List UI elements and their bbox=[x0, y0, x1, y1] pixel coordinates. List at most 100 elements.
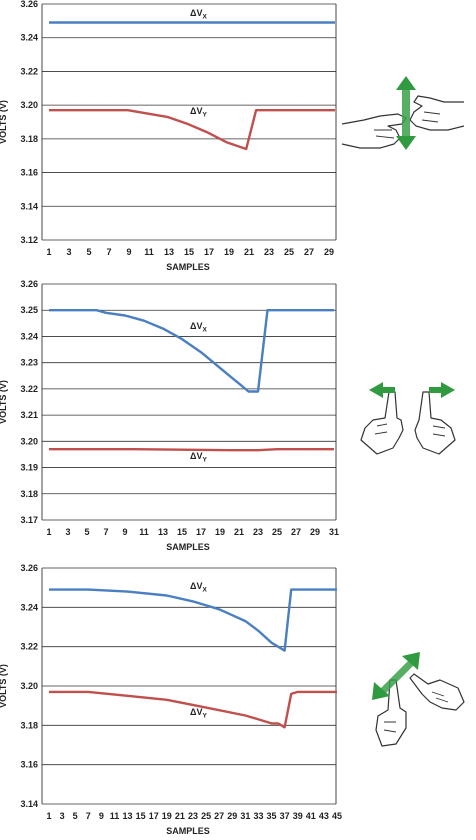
x-tick-label: 7 bbox=[106, 247, 111, 257]
series-label: ΔVX bbox=[190, 321, 207, 334]
x-tick-label: 43 bbox=[319, 811, 329, 821]
x-tick-label: 5 bbox=[84, 527, 89, 537]
chart-panel-3: 3.263.243.223.203.183.163.141 3 5 7 9 11 13 15 1… bbox=[0, 563, 342, 836]
x-tick-label: 15 bbox=[184, 247, 194, 257]
series-label: ΔVX bbox=[190, 581, 207, 594]
series-line-dvy bbox=[49, 690, 337, 729]
y-tick-label: 3.21 bbox=[20, 410, 38, 420]
y-tick-label: 3.25 bbox=[20, 305, 38, 315]
series-label: ΔVY bbox=[190, 707, 207, 720]
x-tick-label: 21 bbox=[244, 247, 254, 257]
series-label: ΔVX bbox=[190, 8, 207, 21]
x-tick-label: 29 bbox=[227, 811, 237, 821]
x-tick-label: 37 bbox=[280, 811, 290, 821]
y-tick-label: 3.14 bbox=[20, 201, 38, 211]
x-tick-label: 23 bbox=[253, 527, 263, 537]
y-tick-label: 3.16 bbox=[20, 168, 38, 178]
x-tick-label: 7 bbox=[103, 527, 108, 537]
x-tick-label: 17 bbox=[204, 247, 214, 257]
x-axis-label: SAMPLES bbox=[166, 262, 210, 272]
y-axis-label: VOLTS (V) bbox=[0, 380, 8, 424]
x-tick-label: 5 bbox=[86, 247, 91, 257]
y-tick-label: 3.22 bbox=[20, 66, 38, 76]
x-tick-label: 3 bbox=[65, 527, 70, 537]
x-tick-label: 11 bbox=[110, 811, 120, 821]
x-tick-label: 3 bbox=[60, 811, 65, 821]
x-tick-label: 13 bbox=[164, 247, 174, 257]
chart-panel-2: 3.26 3.25 3.24 3.23 3.22 3.21 3.20 3.19 3.18 3.17… bbox=[0, 279, 339, 552]
x-tick-label: 39 bbox=[293, 811, 303, 821]
series-line-dvy bbox=[49, 108, 335, 151]
y-tick-label: 3.23 bbox=[20, 358, 38, 368]
x-tick-label: 25 bbox=[272, 527, 282, 537]
x-tick-label: 15 bbox=[177, 527, 187, 537]
x-tick-label: 31 bbox=[329, 527, 339, 537]
y-tick-label: 3.18 bbox=[20, 134, 38, 144]
y-tick-label: 3.26 bbox=[20, 0, 38, 9]
y-tick-label: 3.20 bbox=[20, 100, 38, 110]
x-tick-label: 19 bbox=[215, 527, 225, 537]
x-tick-label: 5 bbox=[73, 811, 78, 821]
x-tick-label: 27 bbox=[291, 527, 301, 537]
x-axis-label: SAMPLES bbox=[166, 826, 210, 836]
x-tick-label: 15 bbox=[136, 811, 146, 821]
y-axis-label: VOLTS (V) bbox=[0, 100, 8, 144]
x-tick-label: 9 bbox=[126, 247, 131, 257]
x-tick-label: 19 bbox=[162, 811, 172, 821]
x-tick-label: 29 bbox=[324, 247, 334, 257]
x-tick-label: 45 bbox=[332, 811, 342, 821]
x-tick-label: 19 bbox=[224, 247, 234, 257]
x-tick-label: 41 bbox=[306, 811, 316, 821]
series-line-dvx bbox=[49, 309, 334, 393]
y-tick-label: 3.20 bbox=[20, 681, 38, 691]
y-tick-label: 3.14 bbox=[20, 799, 38, 809]
x-tick-label: 17 bbox=[149, 811, 159, 821]
x-tick-label: 35 bbox=[267, 811, 277, 821]
y-tick-label: 3.20 bbox=[20, 436, 38, 446]
y-tick-label: 3.24 bbox=[20, 33, 38, 43]
x-tick-label: 1 bbox=[46, 247, 51, 257]
x-tick-label: 25 bbox=[284, 247, 294, 257]
gesture-pan-diagonal-icon bbox=[372, 652, 465, 747]
x-tick-label: 17 bbox=[196, 527, 206, 537]
y-tick-label: 3.22 bbox=[20, 384, 38, 394]
x-tick-label: 1 bbox=[46, 811, 51, 821]
x-tick-label: 31 bbox=[240, 811, 250, 821]
y-tick-label: 3.24 bbox=[20, 331, 38, 341]
y-axis-label: VOLTS (V) bbox=[0, 664, 8, 708]
x-tick-label: 9 bbox=[99, 811, 104, 821]
x-tick-label: 23 bbox=[264, 247, 274, 257]
x-tick-label: 9 bbox=[122, 527, 127, 537]
series-line-dvx bbox=[49, 588, 337, 652]
x-tick-label: 13 bbox=[158, 527, 168, 537]
x-tick-label: 3 bbox=[66, 247, 71, 257]
chart-panel-1: 3.263.243.223.203.183.163.143.121 3 5 7 9 11 1… bbox=[0, 0, 337, 272]
y-tick-label: 3.18 bbox=[20, 720, 38, 730]
x-tick-label: 1 bbox=[46, 527, 51, 537]
y-tick-label: 3.22 bbox=[20, 642, 38, 652]
series-line-dvy bbox=[49, 448, 334, 452]
y-tick-label: 3.26 bbox=[20, 563, 38, 573]
x-tick-label: 25 bbox=[201, 811, 211, 821]
x-tick-label: 33 bbox=[253, 811, 263, 821]
x-tick-label: 29 bbox=[310, 527, 320, 537]
x-tick-label: 11 bbox=[139, 527, 149, 537]
series-label: ΔVY bbox=[190, 451, 207, 464]
y-tick-label: 3.24 bbox=[20, 602, 38, 612]
series-label: ΔVY bbox=[190, 106, 207, 119]
gesture-pan-horizontal-icon bbox=[360, 382, 456, 455]
x-tick-label: 27 bbox=[214, 811, 224, 821]
x-tick-label: 21 bbox=[234, 527, 244, 537]
x-axis-label: SAMPLES bbox=[166, 542, 210, 552]
x-tick-label: 11 bbox=[144, 247, 154, 257]
x-tick-label: 23 bbox=[188, 811, 198, 821]
y-tick-label: 3.18 bbox=[20, 489, 38, 499]
y-tick-label: 3.16 bbox=[20, 760, 38, 770]
y-tick-label: 3.19 bbox=[20, 463, 38, 473]
y-tick-label: 3.17 bbox=[20, 515, 38, 525]
x-tick-label: 21 bbox=[175, 811, 185, 821]
x-tick-label: 27 bbox=[304, 247, 314, 257]
x-tick-label: 7 bbox=[86, 811, 91, 821]
y-tick-label: 3.26 bbox=[20, 279, 38, 289]
